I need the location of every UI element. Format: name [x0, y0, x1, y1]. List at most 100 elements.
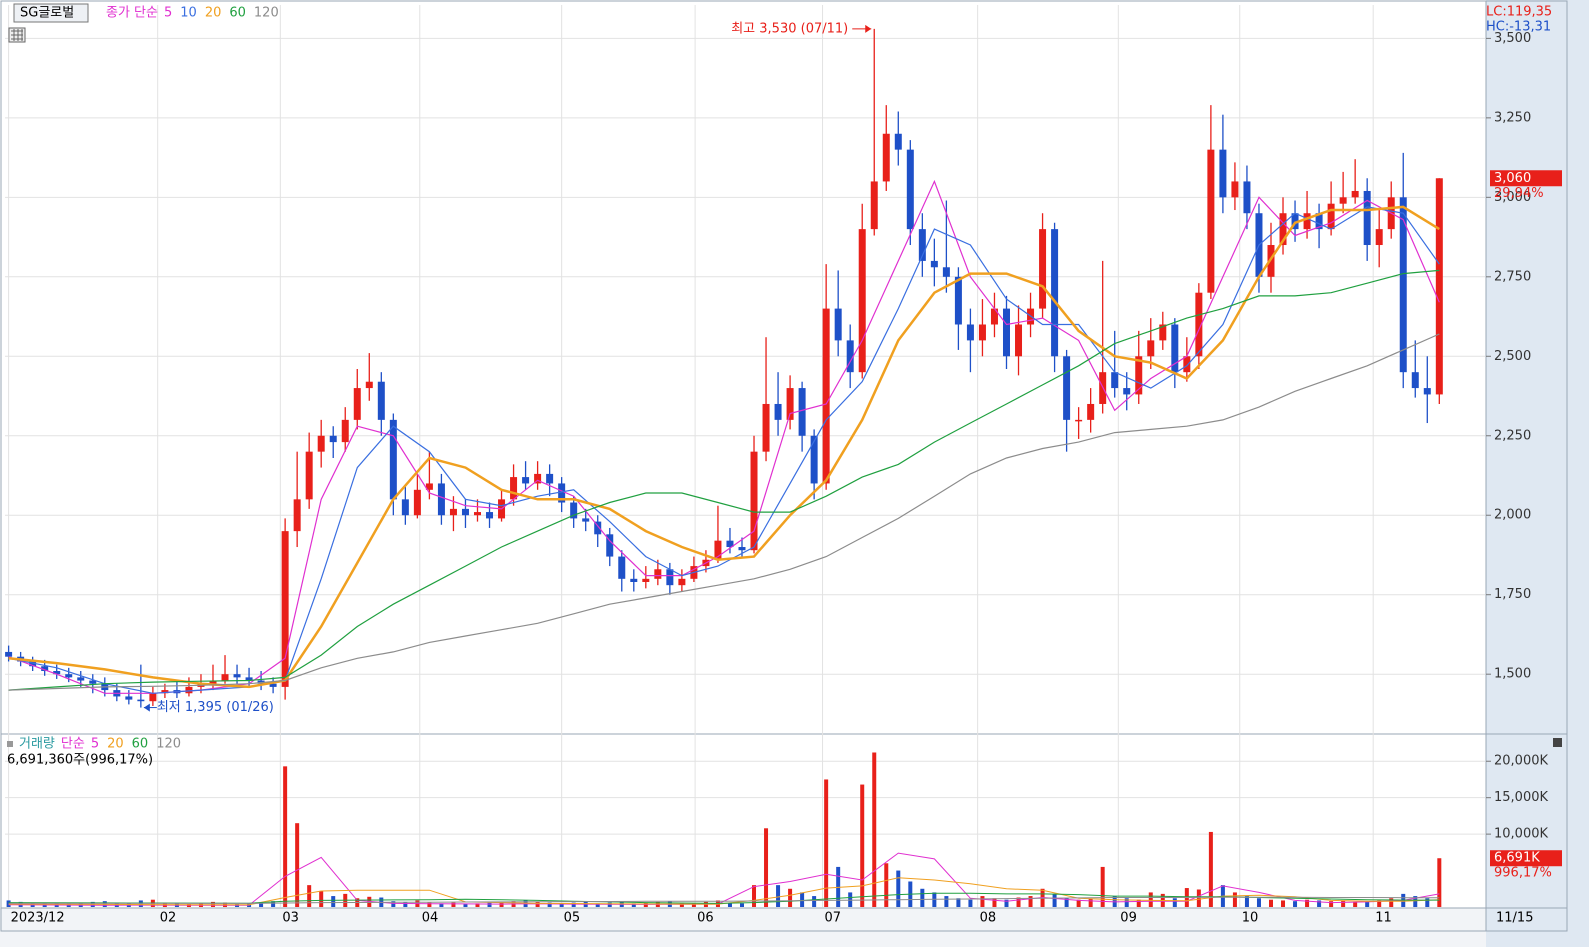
candle-body — [1123, 388, 1131, 395]
candle-body — [522, 477, 530, 484]
last-change: 29,94% — [1494, 186, 1544, 201]
candle-body — [41, 666, 49, 672]
volume-bar — [1052, 893, 1057, 907]
candle-body — [870, 181, 878, 230]
volume-bar — [439, 903, 444, 907]
axis-background — [1486, 0, 1589, 947]
legend-entry: 20 — [205, 6, 222, 21]
candle-body — [846, 340, 854, 373]
volume-bar — [1256, 898, 1261, 907]
x-tick-label: 2023/12 — [11, 911, 65, 926]
volume-bar — [1088, 898, 1093, 907]
lc-label: LC:119,35 — [1486, 5, 1552, 20]
volume-bar — [800, 892, 805, 907]
candle-body — [1051, 229, 1059, 357]
candle-body — [1339, 197, 1347, 204]
candle-body — [798, 388, 806, 436]
candle-body — [822, 308, 830, 484]
volume-bar — [1365, 901, 1370, 907]
candle-body — [1111, 372, 1119, 389]
y-tick-label: 3,000 — [1494, 190, 1531, 205]
candle-body — [762, 403, 770, 452]
candle-body — [1375, 229, 1383, 246]
volume-bar — [1172, 898, 1177, 907]
candle-body — [1002, 308, 1010, 357]
annotation: 최저 1,395 (01/26) — [157, 700, 274, 715]
close-icon[interactable] — [1553, 738, 1562, 747]
volume-bar — [1341, 900, 1346, 907]
candle-body — [29, 661, 37, 667]
volume-bar — [1377, 900, 1382, 907]
y-tick-label: 3,250 — [1494, 110, 1531, 125]
volume-bar — [571, 902, 576, 907]
candle-body — [1279, 213, 1287, 246]
moving-average — [8, 852, 1440, 906]
last-volume: 6,691K — [1494, 851, 1540, 866]
volume-bar — [451, 902, 456, 907]
candle-body — [1243, 181, 1251, 214]
candle-body — [750, 451, 758, 551]
volume-bar — [980, 896, 985, 907]
candle-body — [1399, 197, 1407, 373]
x-tick-label: 08 — [980, 911, 997, 926]
volume-bar — [872, 752, 877, 907]
candle-body — [389, 419, 397, 500]
volume-bar — [691, 903, 696, 907]
volume-bar — [944, 896, 949, 907]
volume-bar — [1437, 858, 1442, 907]
volume-bar — [860, 784, 865, 907]
candle-body — [546, 473, 554, 484]
candle-body — [293, 499, 301, 532]
candle-body — [630, 578, 638, 582]
symbol-box[interactable] — [13, 3, 89, 23]
volume-bar — [391, 901, 396, 907]
volume-bar — [271, 901, 276, 907]
legend-title: 거래량 — [19, 737, 55, 752]
moving-average — [8, 206, 1440, 694]
volume-bar — [1004, 899, 1009, 907]
volume-bar — [1317, 900, 1322, 907]
candle-body — [570, 502, 578, 519]
candle-body — [1195, 292, 1203, 357]
candle-body — [413, 489, 421, 516]
volume-bar — [1305, 899, 1310, 907]
volume-bar — [1196, 889, 1201, 907]
volume-bar — [884, 863, 889, 907]
volume-bar — [1268, 899, 1273, 907]
candle-body — [305, 451, 313, 500]
candle-body — [858, 229, 866, 373]
legend-entry: 5 — [91, 737, 99, 752]
volume-bar — [1232, 892, 1237, 907]
volume-bar — [1244, 896, 1249, 907]
candle-body — [401, 499, 409, 516]
candle-body — [486, 512, 494, 519]
candle-body — [810, 435, 818, 484]
hc-label: HC:-13,31 — [1486, 20, 1551, 35]
candle-body — [834, 308, 842, 341]
volume-bar — [427, 902, 432, 907]
moving-average — [8, 179, 1440, 694]
candle-body — [882, 133, 890, 182]
candle-body — [1315, 213, 1323, 230]
candle-body — [77, 677, 85, 681]
legend-label: 종가 단순 — [106, 6, 158, 21]
candle-body — [1159, 324, 1167, 341]
volume-bar — [1293, 901, 1298, 907]
volume-bar — [1028, 896, 1033, 907]
volume-bar — [752, 885, 757, 907]
date-box-background — [1486, 908, 1589, 947]
moving-average — [8, 269, 1440, 691]
candle-body — [1171, 324, 1179, 373]
candle-body — [1423, 388, 1431, 395]
volume-bar — [788, 888, 793, 907]
x-tick-label: 02 — [160, 911, 177, 926]
y-tick-label: 1,750 — [1494, 587, 1531, 602]
candle-body — [582, 518, 590, 522]
volume-bar — [956, 898, 961, 907]
y-tick-label: 2,750 — [1494, 269, 1531, 284]
volume-bar — [307, 885, 312, 907]
x-axis-background — [0, 908, 1589, 947]
volume-bar — [631, 903, 636, 907]
annotation: 최고 3,530 (07/11) — [731, 21, 848, 36]
moving-average — [8, 896, 1440, 904]
